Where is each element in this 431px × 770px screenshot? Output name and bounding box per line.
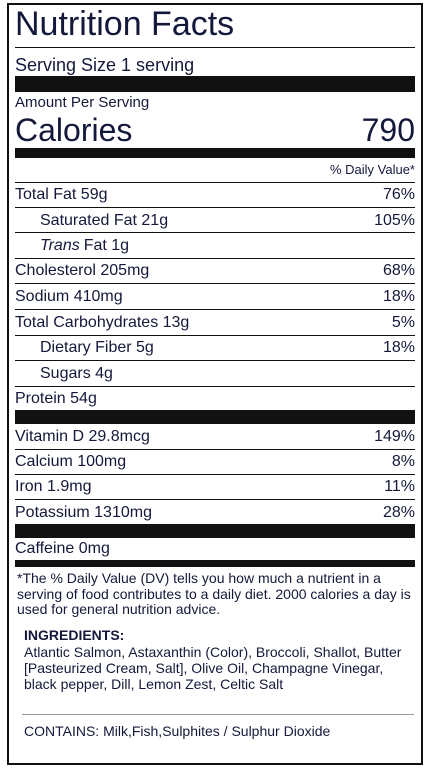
nutrient-row: Sodium 410mg 18% bbox=[15, 287, 415, 307]
daily-value: 18% bbox=[382, 339, 415, 356]
nutrient-label: Total Fat 59g bbox=[15, 186, 108, 203]
caffeine-row: Caffeine 0mg bbox=[15, 539, 415, 559]
vitamin-row: Vitamin D 29.8mcg 149% bbox=[15, 427, 415, 447]
vitamin-row: Iron 1.9mg 11% bbox=[15, 477, 415, 497]
rule bbox=[15, 499, 415, 500]
calories-label: Calories bbox=[15, 112, 133, 148]
rule bbox=[15, 449, 415, 450]
daily-value: 5% bbox=[391, 314, 415, 331]
thick-rule bbox=[15, 148, 415, 158]
rule bbox=[15, 283, 415, 284]
rule bbox=[15, 386, 415, 387]
nutrient-row: Cholesterol 205mg 68% bbox=[15, 261, 415, 281]
thick-rule bbox=[15, 524, 415, 538]
daily-value: 68% bbox=[382, 262, 415, 279]
daily-value: 28% bbox=[382, 504, 415, 521]
nutrient-row: Total Fat 59g 76% bbox=[15, 185, 415, 205]
thick-rule bbox=[15, 560, 415, 567]
label-border bbox=[7, 3, 423, 765]
nutrient-row: Saturated Fat 21g 105% bbox=[40, 211, 415, 231]
rule bbox=[15, 258, 415, 259]
ingredients-heading: INGREDIENTS: bbox=[24, 627, 125, 643]
rule bbox=[15, 232, 415, 233]
vitamin-label: Calcium 100mg bbox=[15, 453, 127, 470]
nutrient-label: Total Carbohydrates 13g bbox=[15, 314, 190, 331]
nutrient-label-italic: Trans bbox=[40, 237, 80, 254]
footnote: *The % Daily Value (DV) tells you how mu… bbox=[17, 570, 411, 617]
rule bbox=[15, 360, 415, 361]
title: Nutrition Facts bbox=[15, 5, 235, 43]
vitamin-row: Potassium 1310mg 28% bbox=[15, 503, 415, 523]
nutrient-row: Dietary Fiber 5g 18% bbox=[40, 338, 415, 358]
amount-per-serving: Amount Per Serving bbox=[15, 94, 150, 111]
daily-value-header: % Daily Value* bbox=[329, 162, 415, 177]
rule bbox=[15, 47, 415, 48]
rule bbox=[15, 335, 415, 336]
nutrient-row: Protein 54g bbox=[15, 389, 415, 409]
vitamin-label: Vitamin D 29.8mcg bbox=[15, 428, 150, 445]
nutrient-row: Sugars 4g bbox=[40, 364, 415, 384]
vitamin-label: Potassium 1310mg bbox=[15, 504, 152, 521]
nutrient-label: Dietary Fiber 5g bbox=[40, 339, 154, 356]
rule bbox=[15, 207, 415, 208]
ingredients-text: Atlantic Salmon, Astaxanthin (Color), Br… bbox=[24, 644, 402, 692]
nutrient-label: Sodium 410mg bbox=[15, 288, 123, 305]
nutrient-label: Sugars 4g bbox=[40, 365, 113, 382]
serving-size: Serving Size 1 serving bbox=[15, 55, 195, 75]
caffeine-label: Caffeine 0mg bbox=[15, 540, 110, 557]
daily-value: 76% bbox=[382, 186, 415, 203]
thick-rule bbox=[15, 410, 415, 424]
daily-value: 18% bbox=[382, 288, 415, 305]
nutrient-row: Total Carbohydrates 13g 5% bbox=[15, 313, 415, 333]
daily-value: 8% bbox=[391, 453, 415, 470]
daily-value: 149% bbox=[374, 428, 415, 445]
nutrient-label: Saturated Fat 21g bbox=[40, 212, 169, 229]
daily-value: 11% bbox=[384, 478, 415, 495]
calories-value: 790 bbox=[361, 112, 415, 148]
rule bbox=[15, 182, 415, 183]
nutrient-label: Fat 1g bbox=[83, 237, 130, 254]
nutrient-row: Trans Fat 1g bbox=[40, 236, 415, 256]
rule bbox=[15, 474, 415, 475]
rule bbox=[15, 309, 415, 310]
nutrient-label: Cholesterol 205mg bbox=[15, 262, 150, 279]
vitamin-row: Calcium 100mg 8% bbox=[15, 452, 415, 472]
separator bbox=[22, 714, 414, 715]
daily-value: 105% bbox=[374, 212, 415, 229]
vitamin-label: Iron 1.9mg bbox=[15, 478, 92, 495]
thick-rule bbox=[15, 76, 415, 92]
contains: CONTAINS: Milk,Fish,Sulphites / Sulphur … bbox=[24, 723, 331, 739]
nutrient-label: Protein 54g bbox=[15, 390, 97, 407]
